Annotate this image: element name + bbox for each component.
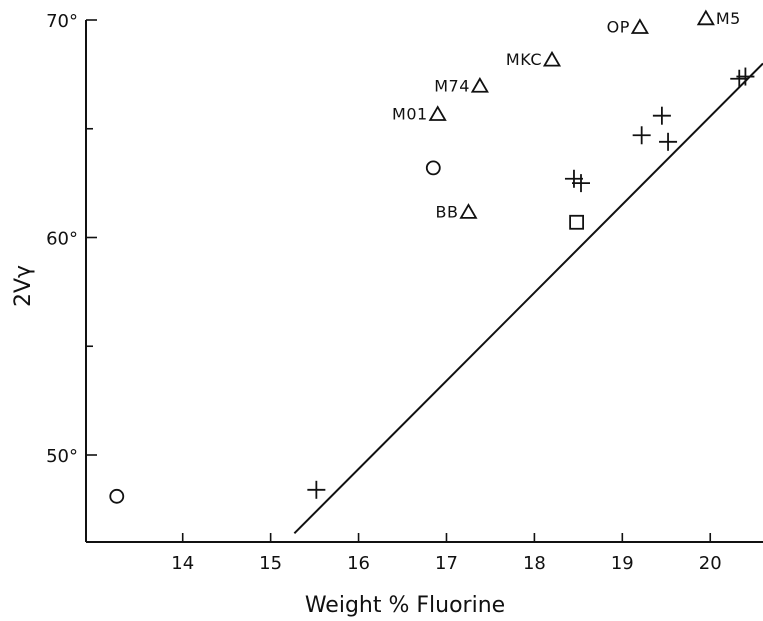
plus-marker — [736, 67, 755, 86]
triangle-marker — [630, 18, 649, 34]
point-label: BB — [436, 202, 459, 221]
circle-marker — [109, 488, 125, 504]
triangle-marker — [459, 203, 478, 219]
triangle-marker — [696, 9, 715, 26]
tick-marks: 14 15 16 17 18 19 20 50° 60° 70° — [46, 11, 722, 574]
point-labels: M5 OP MKC M74 M01 BB — [392, 9, 741, 222]
x-tick-label: 15 — [259, 553, 282, 574]
x-tick-label: 18 — [523, 553, 546, 574]
plus-marker — [564, 169, 583, 188]
x-tick-label: 19 — [611, 553, 634, 574]
plus-marker — [307, 480, 326, 499]
point-label: M74 — [434, 76, 470, 95]
triangle-marker — [428, 105, 447, 121]
circle-marker — [425, 160, 441, 176]
y-tick-label: 70° — [46, 11, 78, 32]
plus-marker — [632, 126, 651, 145]
point-label: MKC — [506, 50, 542, 69]
y-tick-label: 60° — [46, 229, 78, 250]
x-tick-label: 16 — [347, 553, 370, 574]
y-tick-label: 50° — [46, 446, 78, 467]
point-label: M01 — [392, 105, 428, 124]
triangle-marker — [470, 76, 489, 93]
plus-marker — [572, 174, 591, 193]
point-label: OP — [607, 18, 630, 37]
square-marker — [569, 214, 585, 230]
point-label: M5 — [716, 9, 741, 28]
x-tick-label: 17 — [435, 553, 458, 574]
data-points — [109, 9, 755, 504]
x-tick-label: 14 — [171, 553, 194, 574]
fit-line-layer — [293, 62, 763, 535]
axes: Weight % Fluorine 2Vγ — [11, 20, 763, 618]
regression-line — [293, 62, 763, 535]
triangle-marker — [542, 50, 562, 67]
x-axis-title: Weight % Fluorine — [305, 593, 505, 618]
plus-marker — [652, 106, 671, 125]
y-axis-title: 2Vγ — [11, 265, 36, 307]
plus-marker — [659, 132, 678, 151]
x-tick-label: 20 — [699, 553, 722, 574]
